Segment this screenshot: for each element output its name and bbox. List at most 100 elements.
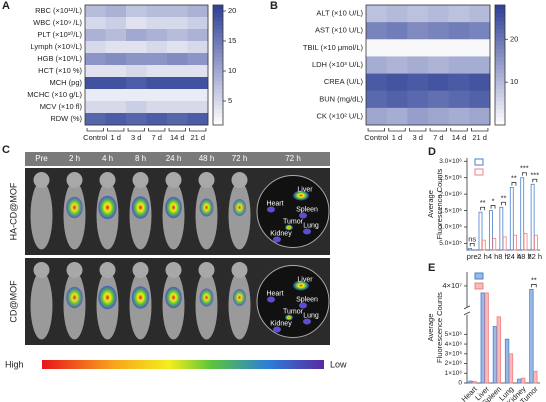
row-label: MCV (×10 fl) bbox=[40, 102, 83, 111]
signal bbox=[165, 196, 182, 219]
x-tick-label: 72 h bbox=[527, 252, 542, 261]
signal bbox=[98, 285, 117, 310]
timepoint-label: 2 h bbox=[69, 154, 80, 163]
heat-cell bbox=[126, 29, 147, 42]
colorbar-step bbox=[213, 113, 223, 118]
heat-cell bbox=[366, 73, 387, 92]
y-axis-label: Fluorescence Counts bbox=[435, 168, 444, 239]
colorbar-step bbox=[213, 61, 223, 66]
colorbar-step bbox=[495, 25, 505, 30]
column-bracket bbox=[168, 128, 186, 132]
heat-cell bbox=[407, 107, 429, 126]
colorbar-step bbox=[213, 69, 223, 74]
y-axis-label: Average bbox=[426, 190, 435, 218]
column-label: 21 d bbox=[190, 133, 205, 142]
bar bbox=[520, 377, 526, 384]
colorbar-step bbox=[495, 81, 505, 86]
significance-bracket bbox=[480, 206, 486, 211]
bar bbox=[468, 380, 473, 384]
bar bbox=[502, 236, 507, 251]
column-label: 1 d bbox=[392, 133, 402, 142]
row-label: LDH (×10³ U/L) bbox=[312, 60, 364, 69]
organ bbox=[303, 228, 311, 235]
x-tick-label: pre bbox=[467, 252, 478, 261]
heat-cell bbox=[146, 41, 168, 54]
x-tick-label: 4 h bbox=[488, 252, 498, 261]
mouse-head bbox=[132, 172, 149, 188]
heat-cell bbox=[448, 5, 470, 23]
heat-cell bbox=[167, 113, 188, 126]
heat-cell bbox=[448, 56, 470, 74]
colorbar-step bbox=[495, 29, 505, 34]
row-label: MCHC (×10 g/L) bbox=[27, 90, 82, 99]
bar bbox=[517, 378, 522, 384]
heat-cell bbox=[428, 5, 449, 23]
column-bracket bbox=[429, 128, 447, 132]
bar bbox=[492, 238, 497, 251]
ex-vivo-label: 72 h bbox=[285, 154, 301, 163]
heat-cell bbox=[126, 65, 147, 78]
column-bracket bbox=[450, 128, 468, 132]
timepoint-label: 8 h bbox=[135, 154, 146, 163]
signal bbox=[98, 195, 117, 220]
group-label: CD@MOF bbox=[8, 280, 18, 323]
colorbar-step bbox=[495, 93, 505, 98]
legend-swatch bbox=[474, 158, 484, 166]
heatmap-frame bbox=[365, 4, 491, 126]
colorbar-step bbox=[213, 65, 223, 70]
heat-cell bbox=[448, 22, 470, 40]
colorbar-step bbox=[495, 53, 505, 58]
heat-cell bbox=[428, 56, 449, 74]
colorbar-step bbox=[213, 29, 223, 34]
heat-cell bbox=[386, 22, 408, 40]
organ-label: Heart bbox=[266, 200, 283, 207]
significance-bracket bbox=[531, 284, 537, 288]
panel-label: B bbox=[270, 0, 278, 12]
organ bbox=[273, 236, 281, 243]
heat-cell bbox=[428, 107, 449, 126]
heat-cell bbox=[407, 73, 429, 92]
group-label: HA-CD@MOF bbox=[8, 182, 18, 240]
heat-cell bbox=[126, 17, 147, 30]
heat-cell bbox=[366, 56, 387, 74]
organ-label: Lung bbox=[303, 312, 319, 319]
colorbar-step bbox=[495, 101, 505, 106]
colorbar-step bbox=[495, 21, 505, 26]
heat-cell bbox=[146, 101, 168, 114]
heat-cell bbox=[386, 107, 408, 126]
bar bbox=[513, 234, 518, 251]
heat-cell bbox=[366, 5, 387, 23]
heat-cell bbox=[126, 41, 147, 54]
heat-cell bbox=[85, 101, 106, 114]
bar bbox=[523, 233, 528, 251]
heat-cell bbox=[187, 17, 209, 30]
scale-high: High bbox=[5, 359, 24, 369]
colorbar-step bbox=[213, 73, 223, 78]
bar bbox=[484, 292, 489, 384]
timepoint-label: 4 h bbox=[102, 154, 113, 163]
bar bbox=[508, 353, 514, 384]
bar bbox=[534, 234, 538, 251]
heat-cell bbox=[448, 39, 470, 57]
colorbar-step bbox=[495, 65, 505, 70]
y-tick-label: 1.5×10⁶ bbox=[439, 207, 462, 214]
heat-cell bbox=[407, 5, 429, 23]
signal bbox=[66, 196, 83, 219]
significance-label: ** bbox=[501, 193, 507, 202]
organ bbox=[293, 280, 309, 291]
colorbar-step bbox=[495, 5, 505, 10]
mouse-head bbox=[231, 172, 248, 188]
colorbar-tick-label: 20 bbox=[510, 34, 518, 43]
heat-cell bbox=[366, 22, 387, 40]
mouse-head bbox=[231, 262, 248, 278]
axes bbox=[466, 158, 540, 251]
column-label: 3 d bbox=[131, 133, 141, 142]
heat-cell bbox=[126, 77, 147, 90]
organ-label: Heart bbox=[266, 290, 283, 297]
column-label: 14 d bbox=[452, 133, 467, 142]
row-label: PLT (×10¹⁰/L) bbox=[37, 30, 82, 39]
bar bbox=[530, 183, 535, 251]
dish bbox=[256, 175, 330, 248]
y-tick-label: 3.0×10⁶ bbox=[439, 158, 462, 165]
heat-cell bbox=[428, 73, 449, 92]
